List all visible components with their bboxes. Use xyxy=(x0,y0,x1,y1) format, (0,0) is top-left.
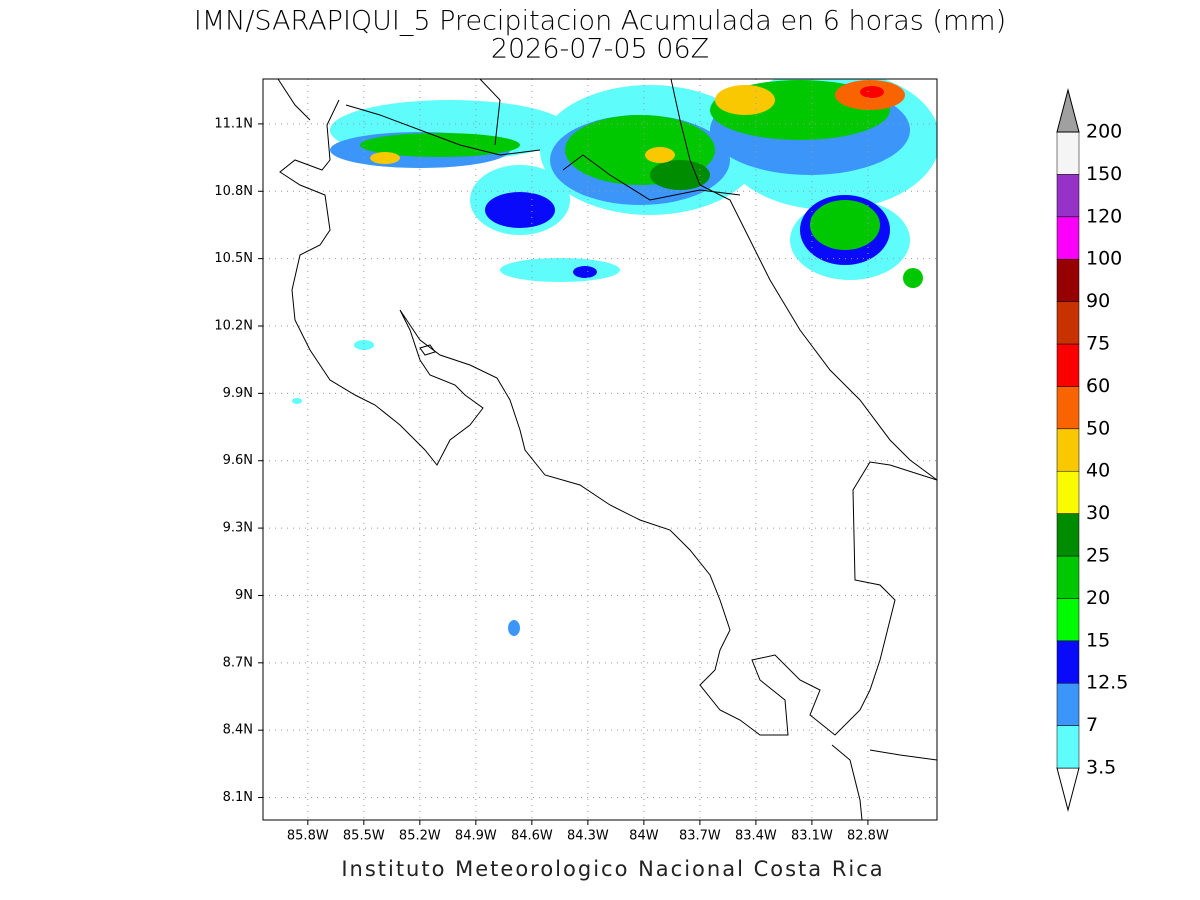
colorbar-label: 120 xyxy=(1086,205,1122,227)
colorbar-box xyxy=(1056,555,1080,599)
y-tick-label: 9N xyxy=(235,588,253,603)
colorbar-label: 12.5 xyxy=(1086,672,1128,694)
colorbar-label: 100 xyxy=(1086,248,1122,270)
subtitle: 2026-07-05 06Z xyxy=(491,34,709,65)
y-tick-label: 11.1N xyxy=(214,116,253,131)
y-tick-label: 8.1N xyxy=(223,790,253,805)
coastline xyxy=(831,744,937,820)
precip-area xyxy=(650,160,710,190)
colorbar-box xyxy=(1056,470,1080,514)
colorbar-label: 60 xyxy=(1086,375,1110,397)
precip-area xyxy=(354,340,374,350)
precip-area xyxy=(292,398,302,404)
x-tick-label: 83.1W xyxy=(791,829,833,844)
colorbar: 3.5 7 12.5 15 20 25 30 40 50 60 75 90 100 120 150 200 xyxy=(1056,88,1128,812)
coastline xyxy=(279,99,937,736)
colorbar-box xyxy=(1056,131,1080,175)
colorbar-label: 75 xyxy=(1086,333,1110,355)
y-tick-label: 9.9N xyxy=(223,386,253,401)
colorbar-label: 3.5 xyxy=(1086,757,1116,779)
colorbar-label: 20 xyxy=(1086,587,1110,609)
colorbar-label: 50 xyxy=(1086,417,1110,439)
x-tick-label: 85.8W xyxy=(287,829,329,844)
title: IMN/SARAPIQUI_5 Precipitacion Acumulada … xyxy=(194,6,1006,37)
colorbar-extend xyxy=(1056,767,1080,812)
x-tick-label: 84.3W xyxy=(567,829,609,844)
y-tick-label: 8.7N xyxy=(223,655,253,670)
precip-area xyxy=(715,85,775,115)
precip-area xyxy=(370,152,400,164)
x-tick-label: 85.5W xyxy=(343,829,385,844)
colorbar-label: 25 xyxy=(1086,545,1110,567)
colorbar-box xyxy=(1056,386,1080,430)
x-tick-label: 82.8W xyxy=(847,829,889,844)
colorbar-box xyxy=(1056,598,1080,642)
colorbar-box xyxy=(1056,258,1080,302)
precip-area xyxy=(508,620,520,636)
colorbar-label: 15 xyxy=(1086,629,1110,651)
y-tick-label: 9.3N xyxy=(223,521,253,536)
colorbar-box xyxy=(1056,640,1080,684)
colorbar-box xyxy=(1056,216,1080,260)
colorbar-label: 90 xyxy=(1086,290,1110,312)
coastline xyxy=(670,79,937,481)
colorbar-box xyxy=(1056,174,1080,218)
colorbar-label: 40 xyxy=(1086,460,1110,482)
y-tick-label: 10.8N xyxy=(214,184,253,199)
precip-area xyxy=(860,86,884,98)
x-tick-label: 85.2W xyxy=(399,829,441,844)
x-tick-label: 83.7W xyxy=(679,829,721,844)
y-tick-label: 8.4N xyxy=(223,723,253,738)
colorbar-extend xyxy=(1056,88,1080,133)
colorbar-label: 200 xyxy=(1086,121,1122,143)
precip-area xyxy=(360,133,520,157)
colorbar-box xyxy=(1056,682,1080,726)
precip-area xyxy=(500,258,620,282)
precip-area xyxy=(645,147,675,163)
x-tick-label: 84.9W xyxy=(455,829,497,844)
map-frame xyxy=(262,78,938,821)
x-tick-label: 84W xyxy=(629,829,659,844)
precip-area xyxy=(903,268,923,288)
lake-shore xyxy=(277,79,541,156)
colorbar-box xyxy=(1056,343,1080,387)
y-tick-label: 9.6N xyxy=(223,453,253,468)
precip-area xyxy=(485,192,555,228)
grid xyxy=(263,79,937,820)
colorbar-label: 30 xyxy=(1086,502,1110,524)
footer: Instituto Meteorologico Nacional Costa R… xyxy=(341,857,884,881)
y-tick-label: 10.5N xyxy=(214,251,253,266)
precip-area xyxy=(573,266,597,278)
colorbar-box xyxy=(1056,725,1080,769)
colorbar-box xyxy=(1056,301,1080,345)
x-tick-label: 83.4W xyxy=(735,829,777,844)
border xyxy=(562,154,741,201)
coastlines xyxy=(277,79,937,820)
colorbar-label: 7 xyxy=(1086,714,1098,736)
x-tick-label: 84.6W xyxy=(511,829,553,844)
colorbar-label: 150 xyxy=(1086,163,1122,185)
y-tick-label: 10.2N xyxy=(214,319,253,334)
precip-field xyxy=(292,79,937,636)
island xyxy=(419,344,436,356)
colorbar-box xyxy=(1056,428,1080,472)
colorbar-box xyxy=(1056,513,1080,557)
precip-area xyxy=(810,200,880,250)
